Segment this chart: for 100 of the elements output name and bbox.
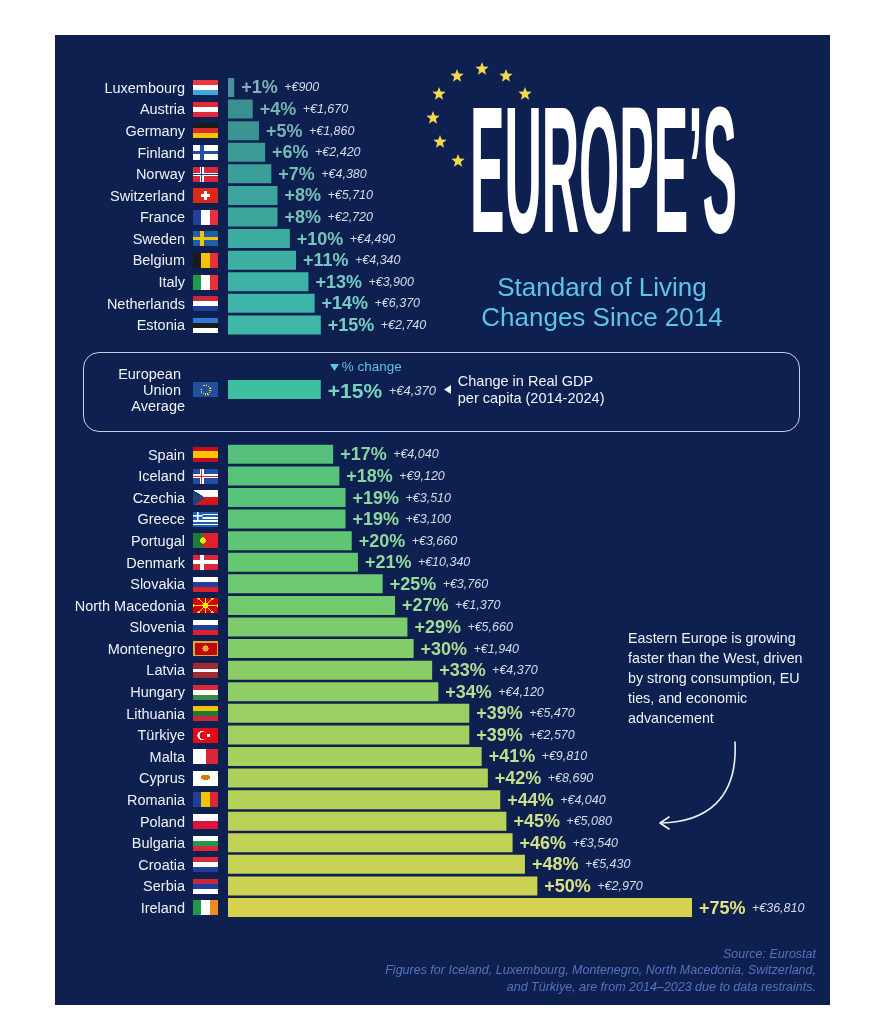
y-tick-label: Iceland	[138, 468, 185, 485]
bar	[228, 682, 439, 702]
data-label: +39% +€2,570	[476, 724, 575, 745]
data-label: +8% +€5,710	[284, 185, 373, 206]
y-tick-label: Austria	[139, 101, 186, 118]
bar	[228, 854, 525, 874]
y-tick-label: North Macedonia	[74, 597, 186, 614]
y-tick-label: Germany	[125, 122, 186, 139]
data-label: +44% +€4,040	[507, 789, 606, 810]
text: Standard of Living Changes Since 2014	[480, 272, 724, 332]
data-label: +29% +€5,660	[414, 616, 513, 637]
bar	[228, 509, 346, 529]
y-tick-label: Hungary	[130, 684, 186, 701]
y-tick-label: Slovenia	[129, 619, 186, 636]
data-label: +18% +€9,120	[346, 465, 445, 486]
y-tick-label: Spain	[147, 446, 185, 463]
data-label: +30% +€1,940	[420, 638, 520, 659]
bar	[228, 293, 315, 313]
y-tick-label: Estonia	[136, 317, 186, 334]
bar	[228, 99, 253, 119]
bar	[228, 746, 482, 766]
bar	[228, 617, 408, 637]
data-label: +45% +€5,080	[513, 811, 612, 832]
bar	[228, 380, 321, 400]
data-label: +20% +€3,660	[358, 530, 458, 551]
data-label: +6% +€2,420	[272, 142, 361, 163]
bar	[228, 142, 266, 162]
bar	[228, 488, 346, 508]
bar	[228, 207, 278, 227]
y-tick-label: Ireland	[140, 899, 185, 916]
bar	[228, 229, 290, 249]
y-tick-label: Türkiye	[137, 727, 185, 744]
bar	[228, 531, 352, 551]
data-label: +46% +€3,540	[519, 832, 619, 853]
data-label: +19% +€3,510	[352, 487, 452, 508]
data-label: +7% +€4,380	[278, 163, 367, 184]
data-label: +8% +€2,720	[284, 206, 373, 227]
bar	[228, 660, 433, 680]
y-tick-label: Luxembourg	[104, 79, 185, 96]
bar	[228, 639, 414, 659]
bar	[228, 466, 340, 486]
bar	[228, 444, 334, 464]
source-note: Source: Eurostat	[722, 947, 816, 961]
data-label: +15% +€2,740	[327, 314, 427, 335]
y-tick-label: Netherlands	[106, 295, 185, 312]
y-tick-label: Sweden	[132, 230, 185, 247]
bar	[228, 876, 538, 896]
y-tick-label: Greece	[137, 511, 185, 528]
bar	[228, 121, 259, 141]
data-label: +50% +€2,970	[544, 875, 643, 896]
bar	[228, 811, 507, 831]
data-label: +48% +€5,430	[531, 854, 631, 875]
data-label: +15% +€4,370	[327, 378, 437, 402]
y-tick-label: Switzerland	[110, 187, 185, 204]
data-label: +13% +€3,900	[315, 271, 414, 292]
y-tick-label: Poland	[139, 813, 185, 830]
bar	[228, 725, 470, 745]
bar	[228, 78, 235, 97]
y-tick-label: Slovakia	[130, 576, 186, 593]
y-tick-label: European Union Average	[118, 365, 185, 414]
y-tick-label: Serbia	[143, 878, 186, 895]
y-tick-label: Czechia	[132, 489, 186, 506]
bar	[228, 790, 501, 810]
data-label: +41% +€9,810	[488, 746, 588, 767]
bar	[228, 703, 470, 723]
data-label: +5% +€1,860	[265, 120, 355, 141]
bar	[228, 272, 309, 292]
bar	[228, 185, 278, 205]
y-tick-label: Lithuania	[126, 705, 186, 722]
y-tick-label: Romania	[127, 791, 186, 808]
data-label: +75% +€36,810	[699, 897, 805, 918]
bar	[228, 768, 488, 788]
y-tick-label: Belgium	[132, 252, 185, 269]
annotation: Eastern Europe is growing faster than the West, driven by strong consumption, EU ties, and economic advancement	[628, 629, 804, 728]
data-label: +34% +€4,120	[445, 681, 544, 702]
data-label: +4% +€1,670	[259, 99, 349, 120]
data-label: +14% +€6,370	[321, 293, 421, 314]
data-label: +11% +€4,340	[303, 250, 401, 271]
bar	[228, 595, 396, 615]
data-label: +21% +€10,340	[364, 552, 471, 573]
data-label: +1% +€900	[241, 77, 320, 98]
y-tick-label: Latvia	[146, 662, 186, 679]
y-tick-label: France	[139, 209, 185, 226]
bar	[228, 833, 513, 853]
y-tick-label: Cyprus	[139, 770, 185, 787]
y-tick-label: Montenegro	[107, 640, 185, 657]
bar	[228, 574, 383, 594]
y-tick-label: Portugal	[131, 532, 185, 549]
y-tick-label: Norway	[135, 166, 186, 183]
bar	[228, 552, 358, 572]
chart-title: EUROPE’S	[470, 69, 738, 270]
data-label: +33% +€4,370	[439, 660, 538, 681]
y-tick-label: Denmark	[126, 554, 186, 571]
y-tick-label: Malta	[149, 748, 186, 765]
y-tick-label: Bulgaria	[131, 835, 186, 852]
text: Figures for Iceland, Luxembourg, Montenegro, North Macedonia, Switzerland, and Türkiye, are from 2014–2023 due to data restraints.	[384, 962, 816, 996]
bar	[228, 250, 297, 270]
annotation: % change	[341, 358, 402, 374]
data-label: +42% +€8,690	[494, 768, 594, 789]
y-tick-label: Italy	[158, 274, 186, 291]
